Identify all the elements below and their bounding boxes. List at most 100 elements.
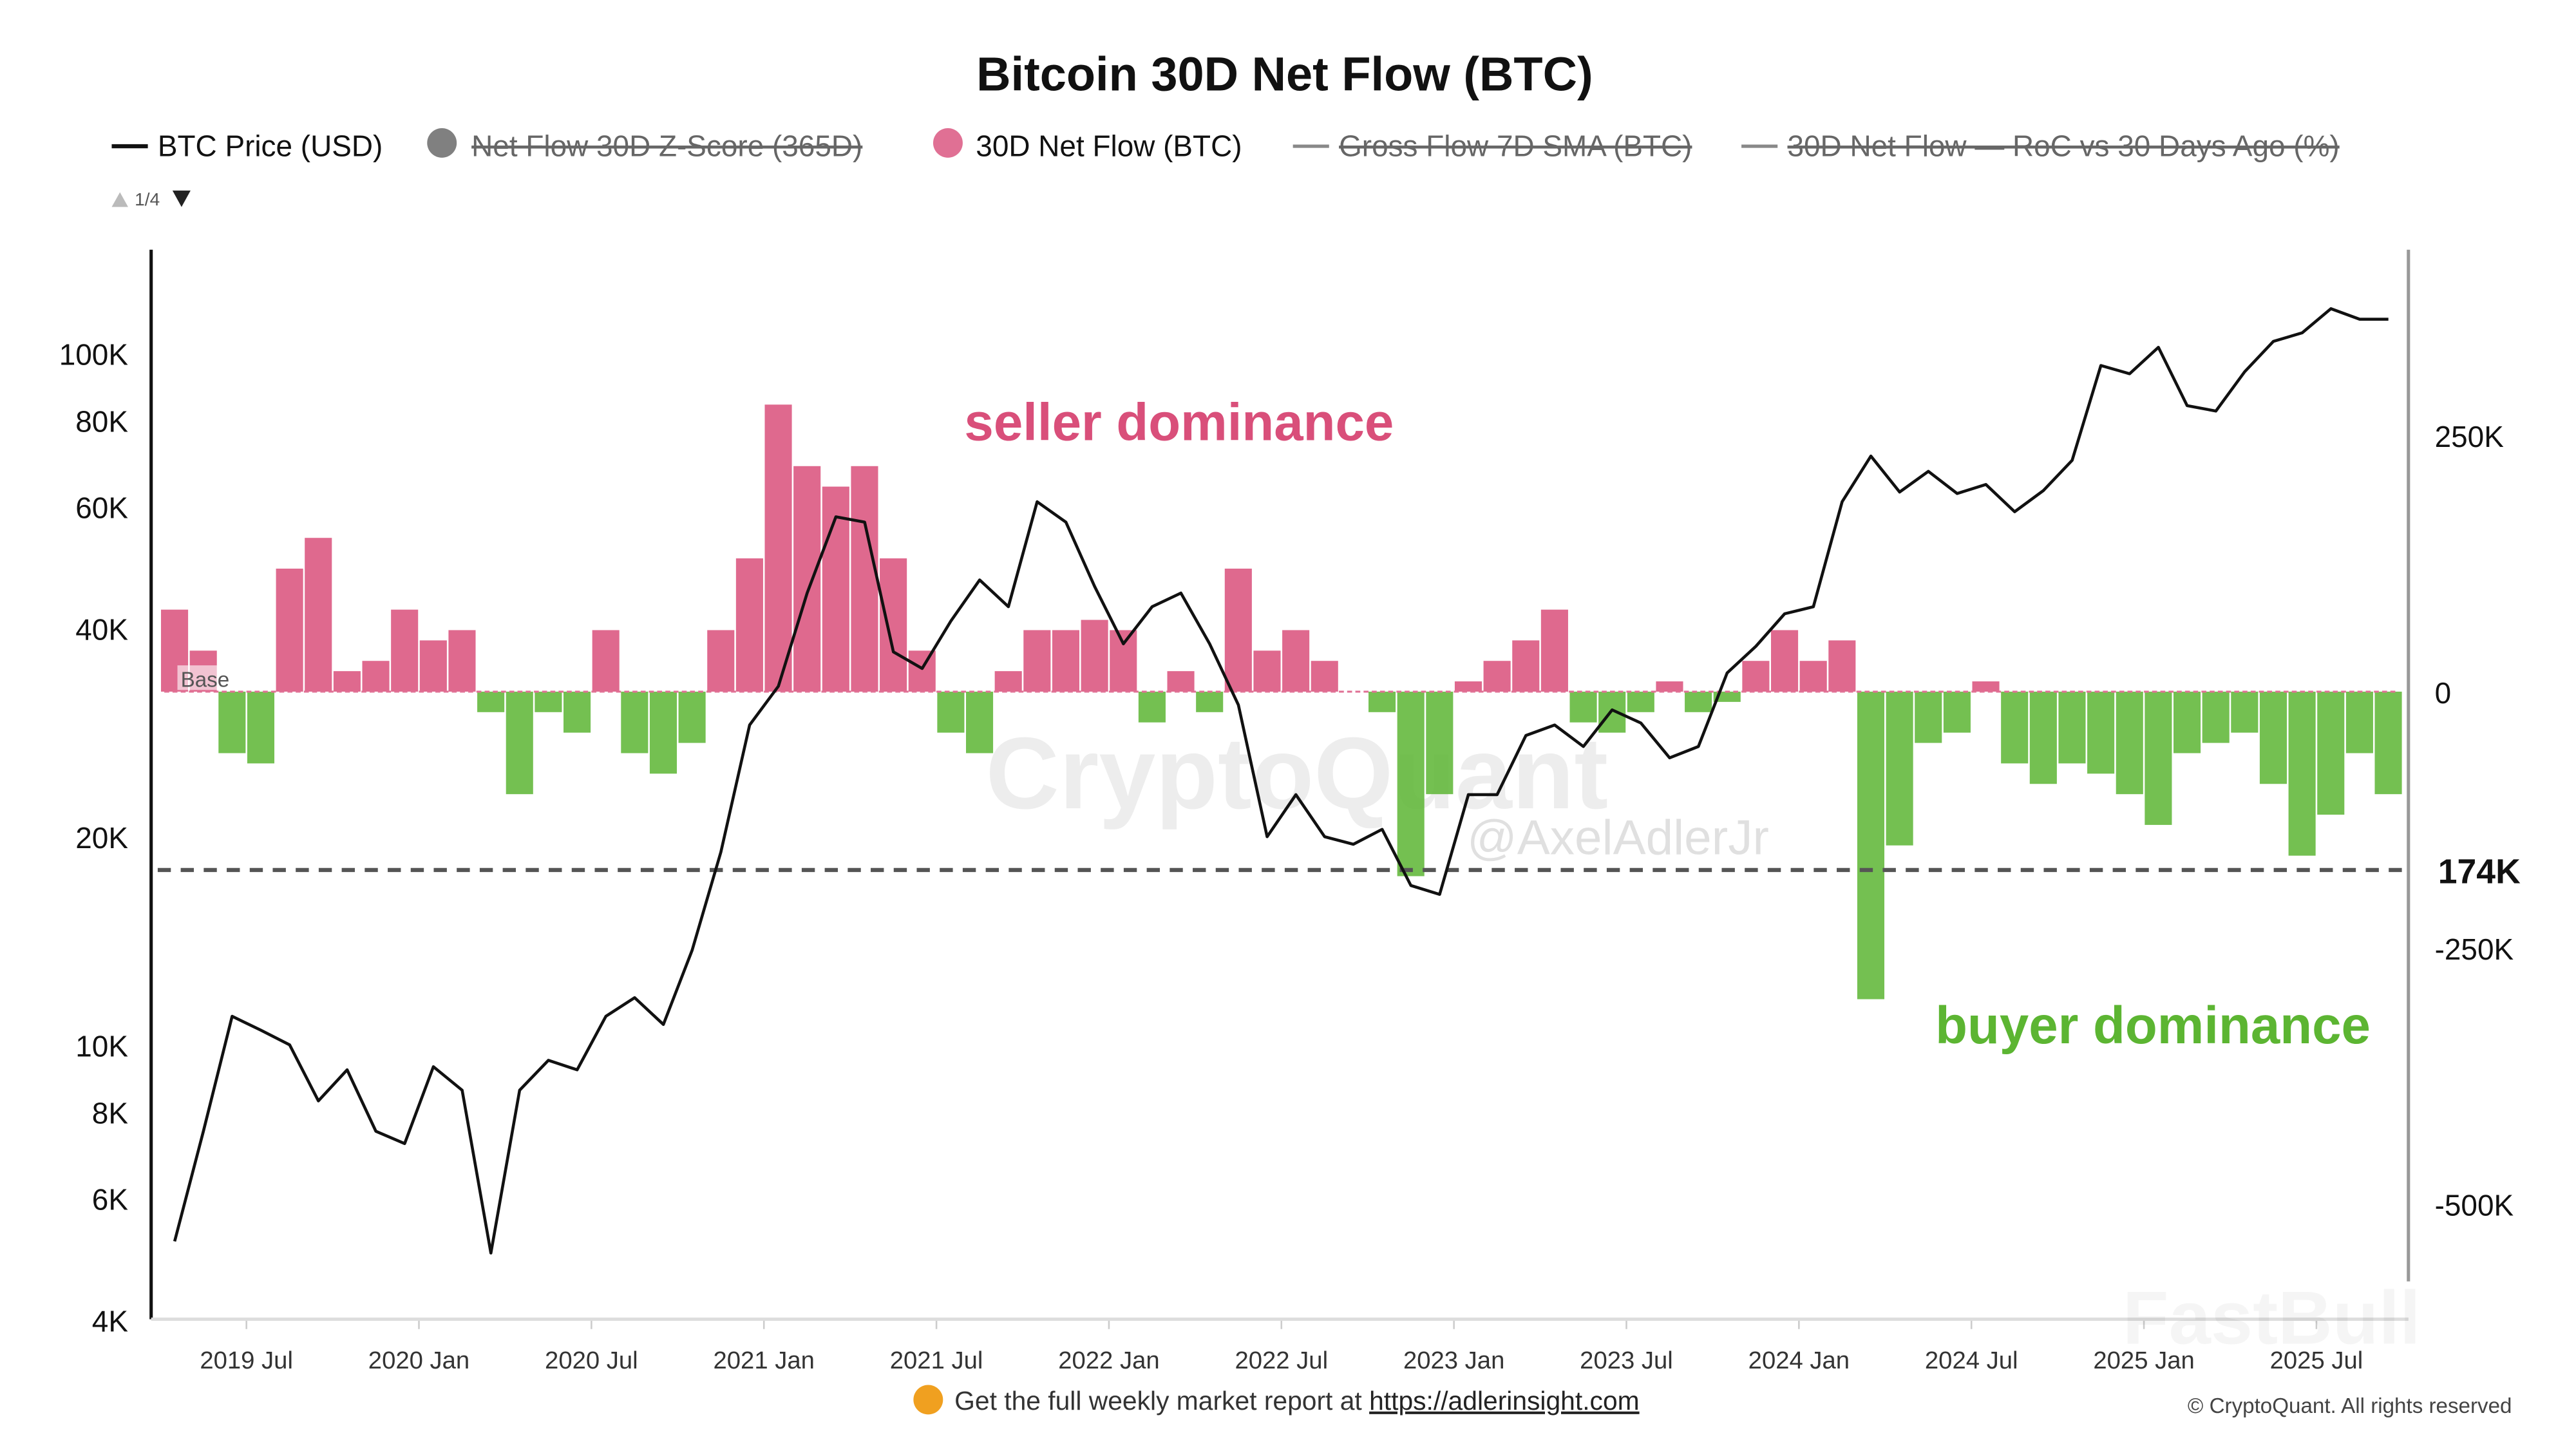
net-flow-bar <box>735 558 763 692</box>
net-flow-bar <box>764 404 792 692</box>
net-flow-bar <box>1138 691 1166 723</box>
right-y-axis: 250K 0 -250K -500K <box>2435 420 2514 1222</box>
right-y-tick-label: -250K <box>2435 933 2514 966</box>
legend-page-number: 1/4 <box>135 189 160 209</box>
legend-item-gross-flow[interactable]: Gross Flow 7D SMA (BTC) <box>1293 129 1692 162</box>
net-flow-bar <box>1857 691 1885 999</box>
x-tick-label: 2021 Jul <box>890 1347 983 1374</box>
net-flow-bar <box>621 691 649 753</box>
x-tick-label: 2019 Jul <box>200 1347 293 1374</box>
net-flow-bar <box>477 691 505 712</box>
x-tick-label: 2020 Jan <box>368 1347 469 1374</box>
net-flow-bar <box>1023 630 1051 692</box>
net-flow-bar <box>2145 691 2172 825</box>
x-tick-label: 2022 Jan <box>1058 1347 1159 1374</box>
right-y-tick-label: 0 <box>2435 676 2452 710</box>
net-flow-bar <box>2231 691 2259 733</box>
legend-label: Gross Flow 7D SMA (BTC) <box>1339 129 1692 162</box>
x-tick-label: 2025 Jul <box>2270 1347 2363 1374</box>
net-flow-bar <box>851 466 878 692</box>
left-y-tick-label: 100K <box>59 337 129 371</box>
net-flow-bar <box>1828 640 1856 692</box>
net-flow-bar <box>535 691 562 712</box>
seller-dominance-annotation: seller dominance <box>964 393 1394 452</box>
net-flow-bar <box>333 671 361 692</box>
net-flow-bar <box>1454 681 1482 692</box>
x-tick-label: 2024 Jul <box>1925 1347 2018 1374</box>
legend-pager[interactable]: 1/4 <box>111 189 191 209</box>
net-flow-bar <box>1224 568 1252 692</box>
net-flow-bar <box>1742 661 1770 692</box>
net-flow-bar <box>1886 691 1913 846</box>
net-flow-bar <box>2116 691 2143 795</box>
net-flow-bar <box>1627 691 1654 712</box>
net-flow-bar <box>1110 630 1137 692</box>
net-flow-bar <box>937 691 965 733</box>
x-tick-label: 2024 Jan <box>1748 1347 1850 1374</box>
x-tick-label: 2020 Jul <box>545 1347 638 1374</box>
net-flow-bar <box>564 691 591 733</box>
net-flow-bar <box>419 640 447 692</box>
base-label: Base <box>181 668 230 692</box>
net-flow-bar <box>1397 691 1425 876</box>
net-flow-bar <box>1483 661 1511 692</box>
left-y-tick-label: 6K <box>92 1183 129 1217</box>
net-flow-bar <box>1972 681 2000 692</box>
left-y-tick-label: 60K <box>75 491 128 525</box>
left-y-tick-label: 4K <box>92 1305 129 1338</box>
net-flow-bar <box>592 630 620 692</box>
net-flow-bar <box>1569 691 1597 723</box>
arrow-up-icon[interactable] <box>111 192 128 207</box>
legend-label: 30D Net Flow (BTC) <box>976 129 1242 162</box>
net-flow-bar <box>1282 630 1310 692</box>
report-logo-icon <box>913 1385 943 1415</box>
net-flow-bar <box>1685 691 1712 712</box>
legend-item-net-flow[interactable]: 30D Net Flow (BTC) <box>933 128 1242 162</box>
net-flow-bar <box>2001 691 2029 764</box>
net-flow-bar <box>218 691 246 753</box>
net-flow-bar <box>305 538 332 692</box>
legend-item-btc-price[interactable]: BTC Price (USD) <box>111 129 383 162</box>
net-flow-bar <box>2374 691 2402 795</box>
x-tick-label: 2023 Jul <box>1580 1347 1673 1374</box>
legend-label: Net Flow 30D Z-Score (365D) <box>471 129 862 162</box>
copyright: © CryptoQuant. All rights reserved <box>2188 1394 2512 1418</box>
left-y-tick-label: 40K <box>75 613 128 647</box>
net-flow-bar <box>1943 691 1971 733</box>
net-flow-bar <box>2087 691 2115 774</box>
legend-label: BTC Price (USD) <box>158 129 383 162</box>
arrow-down-icon[interactable] <box>172 190 191 207</box>
net-flow-bar <box>2029 691 2057 784</box>
net-flow-bar <box>276 568 303 692</box>
reference-line-label: 174K <box>2438 853 2521 891</box>
net-flow-bar <box>2174 691 2201 753</box>
net-flow-bar <box>1052 630 1080 692</box>
net-flow-bar <box>994 671 1022 692</box>
net-flow-bar <box>247 691 275 764</box>
net-flow-bar <box>2317 691 2345 815</box>
left-y-tick-label: 8K <box>92 1096 129 1130</box>
btc-price-line <box>173 307 2389 1255</box>
net-flow-bar <box>1081 620 1108 692</box>
left-y-tick-label: 20K <box>75 821 128 855</box>
legend-label: 30D Net Flow — RoC vs 30 Days Ago (%) <box>1788 129 2340 162</box>
legend: BTC Price (USD) Net Flow 30D Z-Score (36… <box>111 128 2340 209</box>
footer-text: Get the full weekly market report at htt… <box>954 1386 1639 1416</box>
legend-item-zscore[interactable]: Net Flow 30D Z-Score (365D) <box>427 128 862 162</box>
net-flow-bar <box>2058 691 2086 764</box>
net-flow-bar <box>2202 691 2230 743</box>
net-flow-bar <box>1311 661 1338 692</box>
watermark-cryptoquant: CryptoQuant <box>986 716 1608 830</box>
net-flow-bar <box>1253 650 1281 692</box>
net-flow-bar <box>448 630 476 692</box>
report-link[interactable]: https://adlerinsight.com <box>1369 1386 1640 1416</box>
legend-item-roc[interactable]: 30D Net Flow — RoC vs 30 Days Ago (%) <box>1741 129 2340 162</box>
watermark-author: @AxelAdlerJr <box>1467 811 1769 866</box>
x-axis: 2019 Jul 2020 Jan 2020 Jul 2021 Jan 2021 Jul… <box>200 1319 2363 1374</box>
x-tick-label: 2022 Jul <box>1235 1347 1328 1374</box>
net-flow-bar <box>793 466 821 692</box>
watermark-fastbull: FastBull <box>2123 1276 2421 1360</box>
base-label-background <box>177 665 238 690</box>
net-flow-bar <box>707 630 735 692</box>
